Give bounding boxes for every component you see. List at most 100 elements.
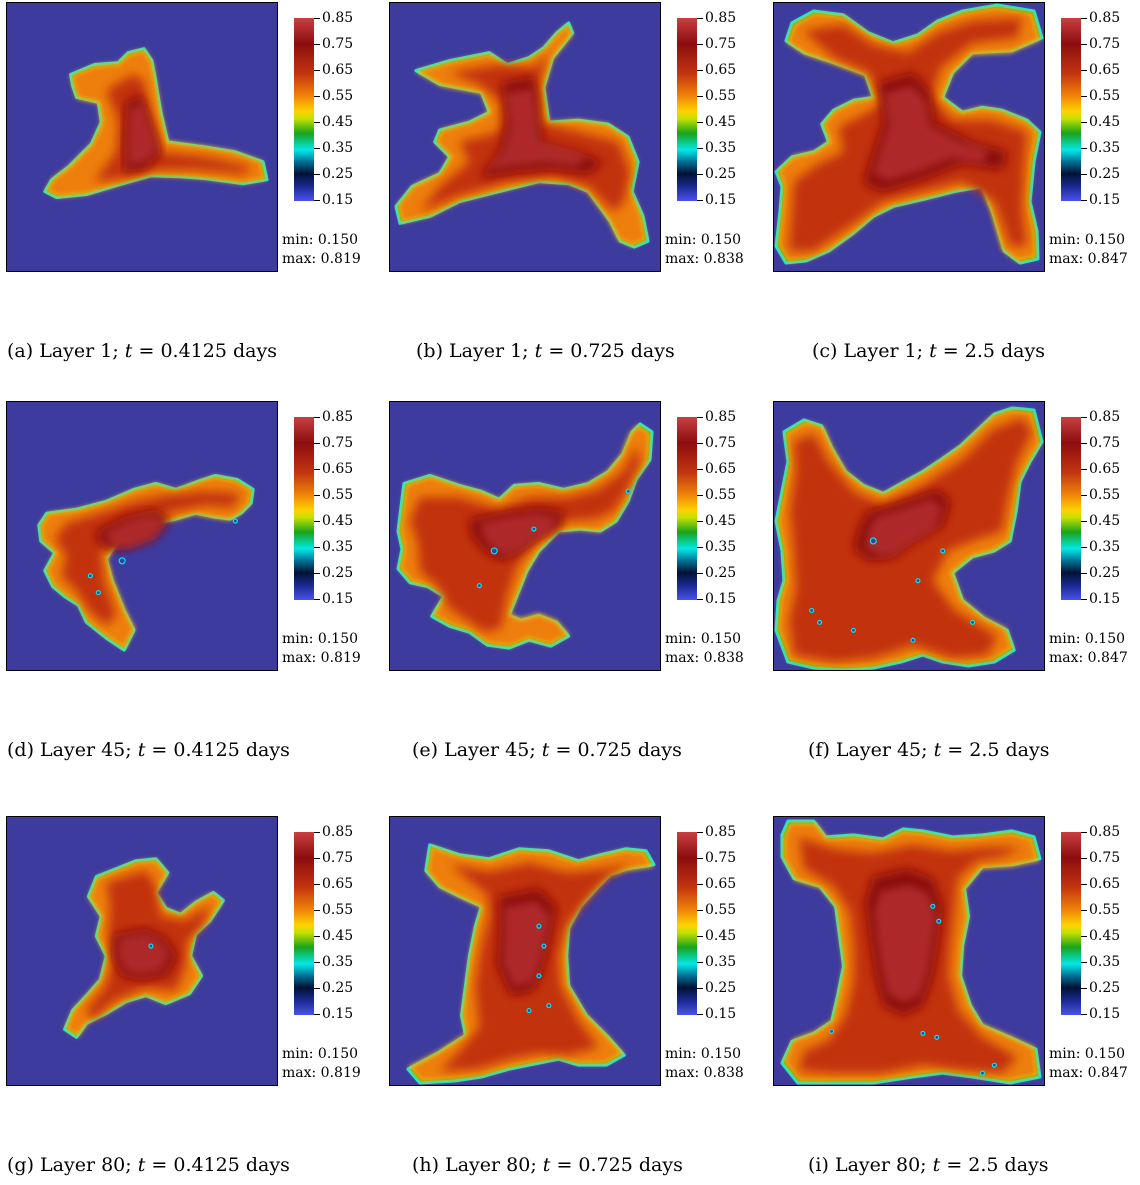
- low-saturation-spot: [828, 1028, 835, 1034]
- caption-label: (i): [808, 1154, 829, 1176]
- colorbar-tick: [1081, 443, 1087, 444]
- low-saturation-spot: [536, 923, 542, 929]
- caption-time-symbol: t: [541, 739, 550, 761]
- colorbar-tick-label: 0.75: [322, 850, 354, 866]
- colorbar-tick-label: 0.85: [1089, 409, 1121, 425]
- colorbar-tick-label: 0.75: [322, 36, 354, 52]
- low-saturation-spot: [920, 1030, 926, 1036]
- low-saturation-spot: [536, 973, 542, 979]
- caption-label: (b): [416, 340, 443, 362]
- colorbar-tick: [697, 174, 703, 175]
- caption-time-value: = 0.725 days: [555, 739, 682, 761]
- caption-label: (f): [808, 739, 830, 761]
- colorbar-tick-label: 0.85: [705, 409, 737, 425]
- caption-label: (d): [7, 739, 34, 761]
- colorbar-tick: [697, 547, 703, 548]
- low-saturation-spot: [936, 918, 942, 924]
- low-saturation-spot: [940, 548, 946, 554]
- colorbar-tick: [697, 443, 703, 444]
- caption-time-value: = 2.5 days: [942, 340, 1045, 362]
- saturation-plot: [773, 2, 1045, 272]
- low-saturation-spot: [526, 1007, 532, 1014]
- colorbar-tick: [697, 910, 703, 911]
- colorbar-tick-label: 0.25: [1089, 980, 1121, 996]
- colorbar-tick: [314, 443, 320, 444]
- subfigure-caption: (f) Layer 45; t = 2.5 days: [808, 739, 1049, 761]
- colorbar-tick-label: 0.25: [322, 565, 354, 581]
- colorbar-tick-label: 0.45: [322, 513, 354, 529]
- caption-layer: Layer 1;: [449, 340, 529, 362]
- colorbar-tick-label: 0.35: [705, 954, 737, 970]
- colorbar-tick: [697, 96, 703, 97]
- low-saturation-spot: [850, 627, 856, 633]
- low-saturation-spot: [95, 589, 101, 596]
- low-saturation-spot: [232, 518, 238, 524]
- panel-h: 0.85 0.75 0.65 0.55 0.45 0.35 0.25 0.15 min: 0.1…: [389, 816, 761, 1116]
- colorbar-tick-label: 0.65: [322, 876, 354, 892]
- colorbar-tick: [314, 200, 320, 201]
- max-value: max: 0.819: [282, 1065, 361, 1081]
- panel-d: 0.85 0.75 0.65 0.55 0.45 0.35 0.25 0.15 min: 0.1…: [6, 401, 378, 701]
- colorbar-tick: [1081, 858, 1087, 859]
- colorbar-tick-label: 0.55: [705, 487, 737, 503]
- colorbar-tick: [314, 18, 320, 19]
- caption-time-symbol: t: [534, 340, 543, 362]
- colorbar-tick: [1081, 18, 1087, 19]
- low-saturation-spot: [148, 943, 154, 949]
- low-saturation-spot: [915, 578, 921, 584]
- colorbar-tick-label: 0.35: [705, 539, 737, 555]
- caption-time-value: = 0.4125 days: [138, 340, 277, 362]
- plume-field: [7, 402, 277, 670]
- min-value: min: 0.150: [1049, 1046, 1126, 1062]
- caption-layer: Layer 1;: [39, 340, 119, 362]
- colorbar-tick: [1081, 122, 1087, 123]
- colorbar: [294, 18, 314, 201]
- min-value: min: 0.150: [282, 1046, 359, 1062]
- colorbar-tick: [697, 122, 703, 123]
- low-saturation-spot: [817, 619, 823, 625]
- colorbar-tick-label: 0.85: [1089, 10, 1121, 26]
- colorbar: [294, 832, 314, 1015]
- caption-label: (c): [812, 340, 838, 362]
- caption-time-symbol: t: [933, 739, 942, 761]
- colorbar-tick: [314, 936, 320, 937]
- plume-field: [390, 817, 660, 1085]
- colorbar-tick: [697, 832, 703, 833]
- low-saturation-spot: [910, 637, 916, 643]
- panel-f: 0.85 0.75 0.65 0.55 0.45 0.35 0.25 0.15 min: 0.1…: [773, 401, 1140, 701]
- colorbar-tick: [697, 44, 703, 45]
- colorbar-tick-label: 0.45: [1089, 513, 1121, 529]
- max-value: max: 0.838: [665, 650, 744, 666]
- plume-mid: [54, 491, 241, 626]
- subfigure-caption: (i) Layer 80; t = 2.5 days: [808, 1154, 1049, 1176]
- min-value: min: 0.150: [1049, 232, 1126, 248]
- colorbar-tick: [1081, 547, 1087, 548]
- colorbar-tick-label: 0.45: [322, 114, 354, 130]
- colorbar-tick-label: 0.85: [322, 10, 354, 26]
- subfigure-caption: (d) Layer 45; t = 0.4125 days: [7, 739, 290, 761]
- colorbar: [677, 18, 697, 201]
- colorbar-tick: [314, 70, 320, 71]
- colorbar-tick: [697, 988, 703, 989]
- colorbar-tick-label: 0.45: [1089, 928, 1121, 944]
- colorbar-tick: [314, 858, 320, 859]
- colorbar-tick: [314, 469, 320, 470]
- caption-layer: Layer 45;: [444, 739, 536, 761]
- low-saturation-spot: [531, 526, 537, 532]
- colorbar-tick-label: 0.45: [1089, 114, 1121, 130]
- low-saturation-spot: [991, 1062, 997, 1068]
- min-value: min: 0.150: [1049, 631, 1126, 647]
- colorbar-tick: [1081, 200, 1087, 201]
- max-value: max: 0.838: [665, 251, 744, 267]
- caption-label: (g): [7, 1154, 34, 1176]
- saturation-plot: [6, 2, 278, 272]
- colorbar-tick-label: 0.25: [1089, 166, 1121, 182]
- subfigure-caption: (a) Layer 1; t = 0.4125 days: [7, 340, 277, 362]
- subfigure-caption: (b) Layer 1; t = 0.725 days: [416, 340, 675, 362]
- colorbar-tick-label: 0.45: [705, 928, 737, 944]
- colorbar-tick-label: 0.75: [1089, 435, 1121, 451]
- colorbar-tick: [314, 910, 320, 911]
- colorbar-tick: [697, 18, 703, 19]
- colorbar: [1061, 18, 1081, 201]
- colorbar-tick-label: 0.75: [705, 850, 737, 866]
